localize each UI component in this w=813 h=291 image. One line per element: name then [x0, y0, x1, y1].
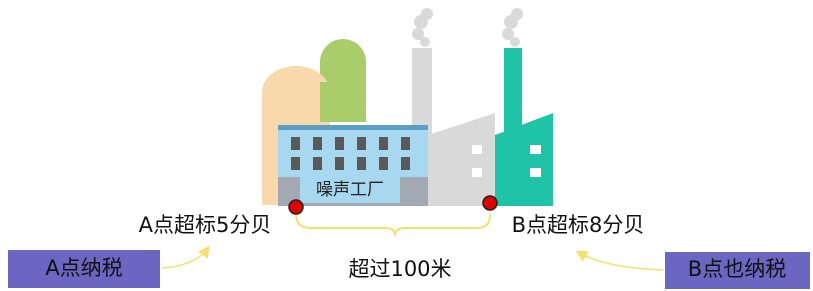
- window: [472, 168, 482, 177]
- arrow-a: [162, 248, 208, 268]
- smoke: [412, 8, 523, 47]
- factory-label: 噪声工厂: [316, 180, 384, 200]
- roof: [278, 125, 428, 130]
- point-a: [289, 200, 303, 214]
- tax-box-b-label: B点也纳税: [688, 257, 786, 281]
- window: [530, 168, 541, 177]
- point-a-label: A点超标5分贝: [139, 213, 272, 237]
- arrow-b: [578, 252, 663, 270]
- teal-building: [495, 113, 553, 206]
- window: [472, 145, 482, 154]
- factory-illustration: 噪声工厂: [262, 8, 553, 206]
- green-silo-body: [320, 82, 366, 122]
- distance-brace: [296, 214, 490, 236]
- point-b: [483, 196, 497, 210]
- point-b-label: B点超标8分贝: [512, 213, 645, 237]
- window: [530, 145, 541, 154]
- gray-building: [428, 113, 495, 206]
- tax-box-a-label: A点纳税: [45, 256, 122, 280]
- distance-label: 超过100米: [348, 257, 451, 281]
- diagram: 噪声工厂 A点超标5分贝 B点超标8分贝 超过100米 A点纳税 B点也纳税: [0, 0, 813, 291]
